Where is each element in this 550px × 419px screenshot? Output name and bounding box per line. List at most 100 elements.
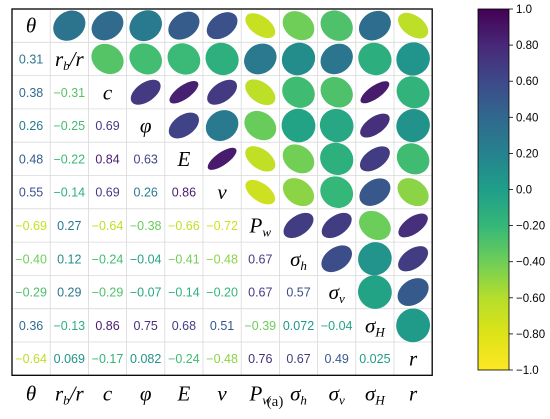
colorbar-tick-label: −0.80 — [516, 329, 545, 341]
correlation-value: 0.67 — [286, 352, 310, 366]
colorbar-tick-label: 0.40 — [516, 112, 538, 124]
colorbar-tick-label: −0.60 — [516, 293, 545, 305]
correlation-ellipse — [397, 12, 429, 39]
correlation-ellipse — [359, 146, 390, 172]
correlation-ellipse — [245, 146, 276, 172]
correlation-ellipse — [282, 76, 315, 108]
colorbar-tick-label: 0.0 — [516, 185, 532, 197]
correlation-ellipse — [320, 142, 354, 176]
correlation-ellipse — [205, 42, 239, 76]
correlation-value: −0.29 — [15, 286, 47, 300]
correlation-value: −0.20 — [206, 286, 238, 300]
correlation-value: 0.63 — [134, 152, 158, 166]
correlation-value: 0.51 — [210, 319, 234, 333]
colorbar-ticks: 1.0 0.80 0.60 0.40 0.20 0.0 −0.20 −0.40 −0.60 −0.… — [509, 4, 545, 377]
correlation-value: 0.36 — [19, 319, 43, 333]
colorbar-tick-label: −0.40 — [516, 257, 545, 269]
correlation-ellipse — [358, 275, 392, 309]
correlation-value: −0.22 — [53, 152, 85, 166]
correlation-value: −0.40 — [15, 252, 47, 266]
correlation-value: 0.26 — [134, 186, 158, 200]
correlation-value: −0.39 — [244, 319, 276, 333]
correlation-value: −0.04 — [321, 319, 353, 333]
x-axis-label: v — [217, 381, 227, 405]
colorbar-tick-label: 0.60 — [516, 76, 538, 88]
colorbar-gradient — [477, 8, 510, 371]
correlation-ellipse — [358, 10, 391, 41]
correlation-ellipse — [282, 144, 315, 174]
x-axis-label: E — [176, 381, 190, 405]
correlation-value: −0.17 — [92, 352, 124, 366]
correlation-ellipse — [282, 178, 315, 207]
correlation-ellipse — [320, 10, 353, 41]
correlation-ellipse — [245, 179, 276, 205]
x-axis-label: rb/r — [55, 381, 85, 407]
correlation-value: 0.76 — [248, 352, 272, 366]
correlation-ellipse — [320, 43, 353, 75]
correlation-ellipse — [359, 210, 391, 241]
matrix-frame — [11, 8, 433, 376]
correlation-value: −0.64 — [15, 352, 47, 366]
correlation-ellipse — [321, 212, 352, 239]
correlation-ellipse — [168, 11, 200, 40]
correlation-value: 0.55 — [19, 186, 43, 200]
correlation-value: −0.14 — [168, 286, 200, 300]
correlation-value: −0.48 — [206, 352, 238, 366]
correlation-value: −0.24 — [168, 352, 200, 366]
correlation-ellipse — [91, 43, 124, 75]
correlation-value: −0.41 — [168, 252, 200, 266]
colorbar-tick-label: −1.0 — [516, 365, 539, 377]
correlation-ellipse — [397, 278, 429, 306]
correlation-value: 0.12 — [57, 252, 81, 266]
correlation-value: −0.66 — [168, 219, 200, 233]
correlation-ellipse — [207, 79, 238, 105]
correlation-value: −0.29 — [92, 286, 124, 300]
correlation-value: 0.38 — [19, 86, 43, 100]
correlation-ellipse — [205, 110, 239, 141]
correlation-value: 0.025 — [359, 352, 390, 366]
diagonal-label: E — [176, 147, 190, 171]
correlation-ellipse — [360, 81, 390, 104]
correlation-ellipse — [396, 42, 430, 76]
correlation-ellipse — [244, 43, 277, 75]
correlation-value: −0.64 — [92, 219, 124, 233]
correlation-ellipse — [53, 10, 86, 41]
correlation-ellipse — [207, 147, 237, 170]
colorbar-tick-label: 0.20 — [516, 148, 538, 160]
correlation-ellipse — [360, 113, 390, 138]
correlation-value: −0.24 — [92, 252, 124, 266]
correlation-ellipse — [396, 76, 430, 109]
correlation-ellipse — [206, 12, 238, 40]
correlation-value: 0.26 — [19, 119, 43, 133]
correlation-ellipse — [169, 81, 199, 104]
diagonal-label: v — [217, 180, 227, 204]
x-axis-label: Pw — [249, 381, 272, 407]
correlation-value: 0.69 — [95, 186, 119, 200]
colorbar-tick-label: −0.20 — [516, 221, 545, 233]
correlation-ellipse — [167, 43, 201, 75]
x-axis-label: σh — [290, 381, 307, 407]
correlation-value: 0.31 — [19, 52, 43, 66]
x-axis-label: θ — [26, 381, 36, 405]
correlation-value: −0.38 — [130, 219, 162, 233]
correlation-ellipse — [358, 242, 392, 276]
correlation-ellipse — [129, 43, 162, 75]
correlation-value: 0.67 — [248, 252, 272, 266]
correlation-ellipse — [281, 42, 316, 76]
correlation-ellipse — [398, 213, 428, 238]
correlation-value: 0.67 — [248, 286, 272, 300]
diagonal-label: r — [409, 347, 418, 371]
correlation-value: 0.75 — [134, 319, 158, 333]
diagonal-label: σh — [290, 247, 307, 273]
figure-caption: (a) — [266, 394, 284, 410]
correlation-value: −0.25 — [53, 119, 85, 133]
correlation-ellipse — [282, 11, 315, 41]
correlation-ellipse — [283, 212, 314, 239]
correlation-ellipse — [245, 79, 276, 106]
correlation-value: 0.84 — [95, 152, 119, 166]
correlation-value: −0.31 — [53, 86, 85, 100]
correlation-ellipse — [397, 178, 429, 207]
correlation-value: 0.68 — [172, 319, 196, 333]
correlation-value: 0.27 — [57, 219, 81, 233]
correlation-value: 0.57 — [286, 286, 310, 300]
